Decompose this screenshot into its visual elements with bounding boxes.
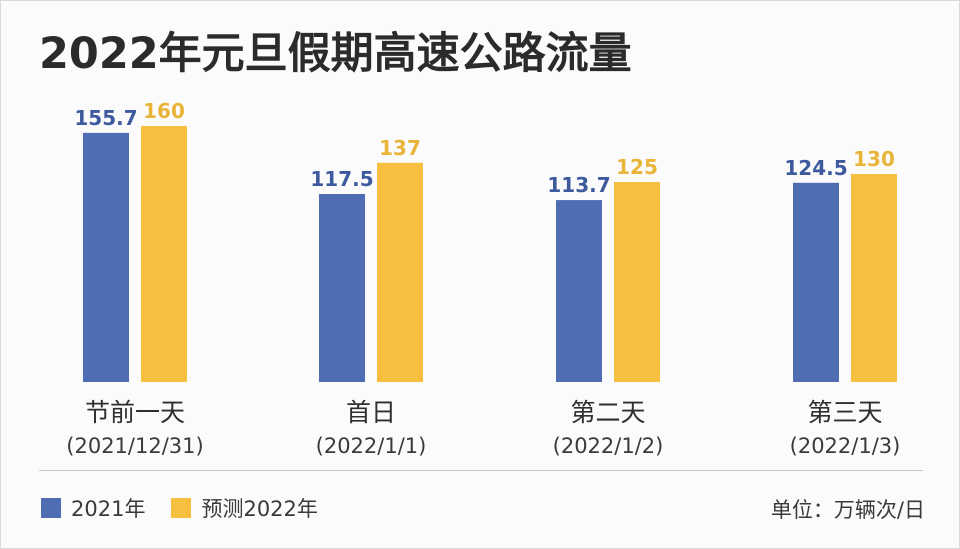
category-date-1: (2021/12/31) bbox=[66, 434, 203, 458]
value-label-2021-4: 124.5 bbox=[784, 156, 847, 180]
legend-divider bbox=[39, 470, 923, 471]
category-label-2: 首日 bbox=[346, 398, 396, 427]
category-date-3: (2022/1/2) bbox=[553, 434, 664, 458]
bar-2021-1 bbox=[83, 132, 129, 382]
value-label-2022-4: 130 bbox=[853, 147, 895, 171]
legend: 2021年 预测2022年 bbox=[41, 493, 344, 523]
value-label-2021-3: 113.7 bbox=[547, 173, 610, 197]
value-label-2021-2: 117.5 bbox=[310, 167, 373, 191]
bar-2021-4 bbox=[793, 182, 839, 382]
category-label-4: 第三天 bbox=[807, 398, 882, 427]
bar-2022-1 bbox=[141, 126, 187, 382]
bar-2022-4 bbox=[851, 174, 897, 382]
legend-item-2022: 预测2022年 bbox=[171, 493, 318, 523]
value-label-2022-2: 137 bbox=[379, 136, 421, 160]
legend-item-2021: 2021年 bbox=[41, 493, 145, 523]
legend-swatch-2022 bbox=[171, 498, 192, 518]
bar-2022-3 bbox=[614, 182, 660, 382]
value-label-2022-1: 160 bbox=[143, 99, 185, 123]
value-label-2022-3: 125 bbox=[616, 155, 658, 179]
legend-label-2021: 2021年 bbox=[71, 497, 146, 521]
chart-title: 2022年元旦假期高速公路流量 bbox=[39, 29, 632, 79]
legend-swatch-2021 bbox=[41, 498, 61, 518]
category-label-1: 节前一天 bbox=[85, 398, 185, 427]
unit-label: 单位：万辆次/日 bbox=[770, 498, 925, 522]
bar-2022-2 bbox=[377, 162, 423, 382]
bar-2021-2 bbox=[319, 194, 365, 382]
legend-label-2022: 预测2022年 bbox=[201, 497, 318, 521]
bar-2021-3 bbox=[556, 200, 602, 382]
category-date-2: (2022/1/1) bbox=[316, 434, 427, 458]
category-date-4: (2022/1/3) bbox=[790, 434, 901, 458]
value-label-2021-1: 155.7 bbox=[74, 106, 137, 130]
category-label-3: 第二天 bbox=[570, 398, 645, 427]
